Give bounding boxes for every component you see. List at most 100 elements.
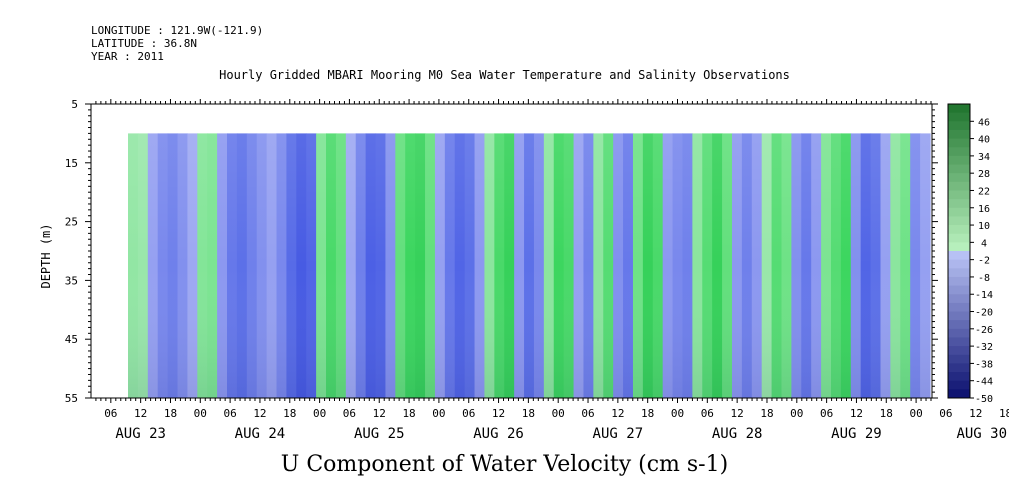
colorbar-band [948,199,970,209]
y-tick-label: 5 [71,98,78,111]
colorbar-label: 28 [978,169,990,180]
colorbar-band [948,389,970,399]
x-day-label: AUG 26 [473,426,524,442]
colorbar-label: -32 [975,342,993,353]
x-hour-label: 12 [969,407,982,420]
colorbar-label: -2 [978,256,990,267]
colorbar-band [948,259,970,269]
colorbar-band [948,225,970,235]
colorbar-band [948,346,970,356]
colorbar-band [948,276,970,287]
x-hour-label: 12 [253,407,266,420]
colorbar-frame [947,103,971,399]
colorbar-band [948,190,970,200]
x-hour-label: 18 [522,407,535,420]
y-axis: 5 15 25 35 45 55 [65,98,938,405]
x-day-label: AUG 24 [235,426,286,442]
colorbar-label: 22 [978,186,990,197]
x-day-label: AUG 28 [712,426,763,442]
x-hour-label: 12 [850,407,863,420]
x-hour-label: 12 [731,407,744,420]
x-hour-label: 18 [402,407,415,420]
colorbar-label: -14 [975,290,993,301]
x-hour-label: 00 [313,407,326,420]
colorbar-band [948,233,970,243]
colorbar-band [948,147,970,157]
colorbar-band [948,302,970,313]
colorbar-band [948,285,970,295]
x-hour-label: 06 [343,407,356,420]
x-hour-label: 06 [939,407,952,420]
x-day-label: AUG 27 [593,426,644,442]
colorbar-label: 46 [978,117,990,128]
longitude-label: LONGITUDE : 121.9W(-121.9) [91,24,264,37]
x-hour-label: 00 [432,407,445,420]
colorbar-band [948,112,970,122]
colorbar-label: -26 [975,325,993,336]
year-label: YEAR : 2011 [91,50,164,63]
colorbar-band [948,354,970,364]
x-hour-label: 00 [790,407,803,420]
y-axis-label: DEPTH (m) [39,223,53,288]
x-hour-label: 00 [552,407,565,420]
colorbar-band [948,164,970,174]
latitude-label: LATITUDE : 36.8N [91,37,197,50]
x-hour-label: 18 [880,407,893,420]
colorbar-label: 40 [978,135,990,146]
x-hour-label: 12 [373,407,386,420]
colorbar-band [948,372,970,382]
colorbar-band [948,216,970,226]
y-tick-label: 25 [65,216,78,229]
colorbar-band [948,380,970,390]
x-hour-label: 12 [492,407,505,420]
colorbar-band [948,251,970,261]
x-hour-label: 06 [224,407,237,420]
colorbar-label: -8 [978,273,990,284]
x-hour-label: 00 [194,407,207,420]
x-hour-label: 06 [104,407,117,420]
colorbar-band [948,311,970,321]
colorbar-label: -38 [975,359,993,370]
colorbar-band [948,155,970,166]
x-hour-label: 12 [134,407,147,420]
colorbar-band [948,104,970,114]
x-hour-label: 00 [671,407,684,420]
x-day-label: AUG 29 [831,426,882,442]
y-tick-label: 35 [65,274,78,287]
colorbar-band [948,121,970,131]
colorbar-band [948,207,970,217]
x-day-label: AUG 23 [115,426,166,442]
colorbar: 46 40 34 28 22 16 10 4 -2 -8 -14 -20 -26 -32 -38 -44 -50 [947,103,993,405]
colorbar-label: -20 [975,308,993,319]
colorbar-band [948,337,970,347]
chart-title: Hourly Gridded MBARI Mooring M0 Sea Wate… [219,68,790,82]
x-day-label: AUG 25 [354,426,405,442]
colorbar-band [948,328,970,338]
x-hour-label: 12 [611,407,624,420]
depth-shading [128,133,930,398]
colorbar-label: 4 [981,238,987,249]
x-hour-label: 18 [641,407,654,420]
x-hour-label: 18 [760,407,773,420]
x-hour-label: 06 [581,407,594,420]
bottom-title: U Component of Water Velocity (cm s-1) [280,452,729,477]
colorbar-band [948,242,970,252]
x-hour-label: 18 [283,407,296,420]
y-tick-label: 15 [65,157,78,170]
y-tick-label: 45 [65,333,78,346]
colorbar-label: -50 [975,394,993,405]
y-tick-label: 55 [65,392,78,405]
colorbar-label: 16 [978,204,990,215]
colorbar-band [948,268,970,278]
x-hour-label: 06 [820,407,833,420]
colorbar-label: -44 [975,377,993,388]
colorbar-band [948,320,970,330]
colorbar-label: 34 [978,152,990,163]
x-day-label: AUG 30 [956,426,1007,442]
x-hour-label: 06 [701,407,714,420]
colorbar-band [948,363,970,373]
x-hour-label: 18 [999,407,1009,420]
x-hour-label: 06 [462,407,475,420]
colorbar-band [948,181,970,191]
